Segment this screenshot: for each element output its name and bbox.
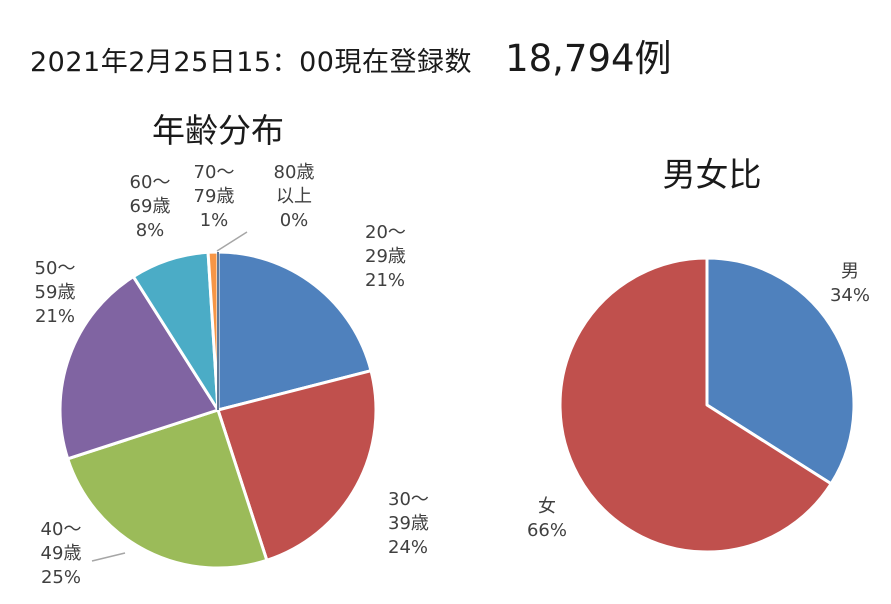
age-data-label-6: 80歳以上 0% (274, 162, 315, 231)
age-chart-title: 年齢分布 (152, 111, 284, 150)
age-slice-0 (216, 250, 373, 412)
age-data-label-1: 30～ 39歳 24% (388, 489, 429, 558)
registration-count: 18,794例 (505, 37, 672, 80)
age-data-label-2: 40～ 49歳 25% (41, 519, 82, 588)
age-slice-3 (58, 275, 220, 461)
registration-date-label: 2021年2月25日15：00現在登録数 (30, 47, 472, 78)
age-data-label-4: 60～ 69歳 8% (130, 172, 171, 241)
gender-slice-1 (558, 256, 833, 554)
age-data-label-5: 70～ 79歳 1% (194, 162, 235, 231)
gender-chart-title: 男女比 (662, 155, 762, 194)
gender-data-label-1: 女 66% (527, 496, 567, 541)
age-slice-1 (216, 369, 378, 562)
age-data-label-3: 50～ 59歳 21% (35, 258, 76, 327)
header: 2021年2月25日15：00現在登録数 18,794例 (30, 28, 880, 80)
age-leader-line-2 (91, 552, 126, 562)
age-data-label-0: 20～ 29歳 21% (365, 222, 406, 291)
age-leader-line-5 (216, 231, 248, 252)
gender-data-label-0: 男 34% (830, 261, 870, 306)
age-slice-2 (66, 408, 269, 570)
